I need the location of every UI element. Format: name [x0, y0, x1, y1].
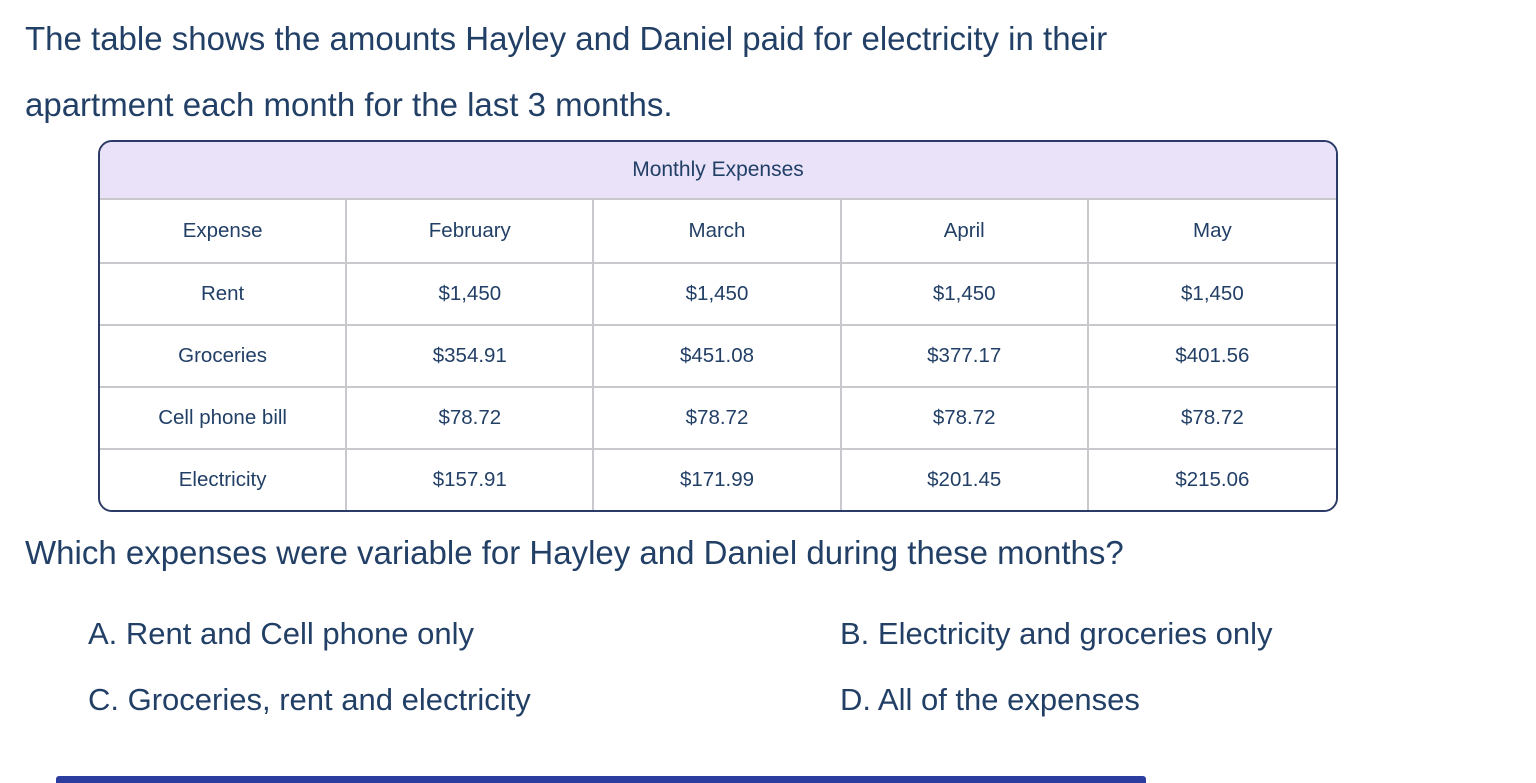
progress-bar — [56, 776, 1146, 783]
groceries-may: $401.56 — [1088, 324, 1336, 386]
option-d[interactable]: D. All of the expenses — [840, 682, 1140, 717]
intro-line-1: The table shows the amounts Hayley and D… — [25, 20, 1108, 57]
column-header-may: May — [1088, 198, 1336, 262]
row-label-electricity: Electricity — [100, 448, 348, 510]
option-c[interactable]: C. Groceries, rent and electricity — [88, 682, 531, 717]
electricity-april: $201.45 — [841, 448, 1089, 510]
table-title: Monthly Expenses — [100, 142, 1336, 198]
groceries-march: $451.08 — [594, 324, 842, 386]
groceries-february: $354.91 — [347, 324, 595, 386]
rent-march: $1,450 — [594, 262, 842, 324]
rent-may: $1,450 — [1088, 262, 1336, 324]
cell-phone-april: $78.72 — [841, 386, 1089, 448]
monthly-expenses-table: Monthly Expenses Expense February March … — [98, 140, 1338, 512]
row-label-cell-phone-bill: Cell phone bill — [100, 386, 348, 448]
electricity-march: $171.99 — [594, 448, 842, 510]
option-a[interactable]: A. Rent and Cell phone only — [88, 616, 475, 651]
column-header-april: April — [841, 198, 1089, 262]
row-label-groceries: Groceries — [100, 324, 348, 386]
rent-april: $1,450 — [841, 262, 1089, 324]
column-header-february: February — [347, 198, 595, 262]
option-b[interactable]: B. Electricity and groceries only — [840, 616, 1273, 651]
table-grid: Expense February March April May Rent $1… — [100, 198, 1336, 510]
answer-options: A. Rent and Cell phone only B. Electrici… — [88, 612, 1272, 722]
electricity-may: $215.06 — [1088, 448, 1336, 510]
intro-line-2: apartment each month for the last 3 mont… — [25, 86, 673, 123]
rent-february: $1,450 — [347, 262, 595, 324]
intro-text: The table shows the amounts Hayley and D… — [25, 6, 1107, 138]
electricity-february: $157.91 — [347, 448, 595, 510]
cell-phone-march: $78.72 — [594, 386, 842, 448]
question-text: Which expenses were variable for Hayley … — [25, 534, 1124, 571]
row-label-rent: Rent — [100, 262, 348, 324]
cell-phone-february: $78.72 — [347, 386, 595, 448]
cell-phone-may: $78.72 — [1088, 386, 1336, 448]
groceries-april: $377.17 — [841, 324, 1089, 386]
column-header-expense: Expense — [100, 198, 348, 262]
column-header-march: March — [594, 198, 842, 262]
